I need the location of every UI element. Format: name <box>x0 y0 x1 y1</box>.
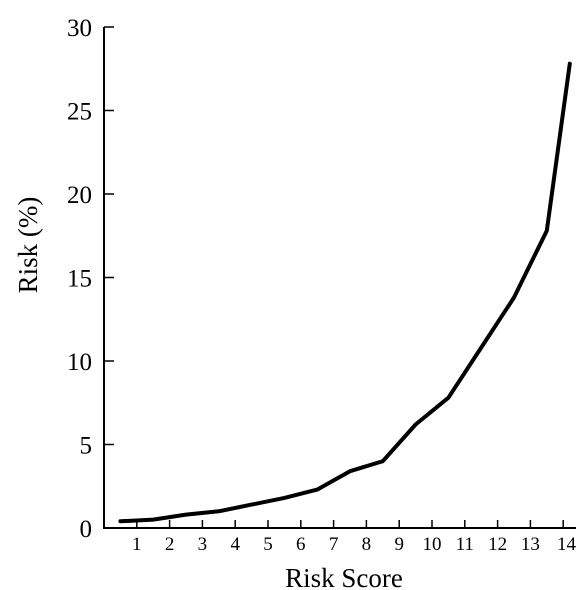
x-tick-label: 13 <box>521 534 540 555</box>
x-tick-label: 9 <box>394 534 404 555</box>
x-tick-label: 14 <box>557 534 576 555</box>
x-axis-title: Risk Score <box>285 563 403 590</box>
y-axis-title: Risk (%) <box>13 197 43 294</box>
y-tick-label: 20 <box>67 182 92 209</box>
y-ticks: 0 5 10 15 20 25 30 <box>67 15 114 543</box>
y-tick-label: 25 <box>67 99 92 126</box>
x-tick-label: 6 <box>296 534 306 555</box>
y-tick-label: 0 <box>80 516 93 543</box>
y-tick-label: 5 <box>80 433 93 460</box>
x-tick-label: 2 <box>165 534 175 555</box>
x-tick-label: 10 <box>423 534 442 555</box>
y-tick-label: 15 <box>67 266 92 293</box>
x-ticks: 1 2 3 4 5 6 7 8 9 10 11 12 13 14 <box>132 520 576 555</box>
x-tick-label: 4 <box>230 534 240 555</box>
y-tick-label: 30 <box>67 15 92 42</box>
risk-curve <box>120 64 569 522</box>
x-tick-label: 1 <box>132 534 142 555</box>
x-tick-label: 3 <box>198 534 208 555</box>
x-tick-label: 5 <box>263 534 273 555</box>
x-tick-label: 8 <box>362 534 372 555</box>
y-tick-label: 10 <box>67 349 92 376</box>
x-tick-label: 11 <box>456 534 474 555</box>
x-tick-label: 7 <box>329 534 339 555</box>
x-tick-label: 12 <box>488 534 507 555</box>
